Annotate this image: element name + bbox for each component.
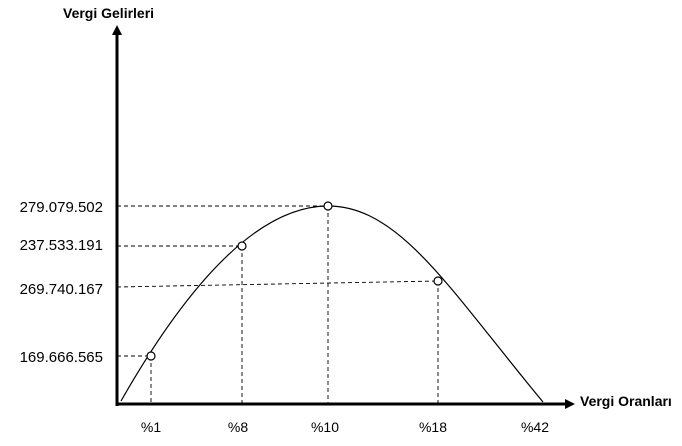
guide-lines — [116, 205, 439, 404]
data-point-1 — [146, 351, 156, 361]
x-tick-10: %10 — [311, 419, 339, 435]
data-point-18 — [433, 276, 443, 286]
y-label-8: 237.533.191 — [20, 237, 103, 254]
x-tick-8: %8 — [228, 419, 248, 435]
y-label-18: 269.740.167 — [20, 281, 103, 298]
x-tick-18: %18 — [419, 419, 447, 435]
x-axis-title: Vergi Oranları — [580, 393, 672, 409]
data-point-10 — [323, 201, 333, 211]
tax-revenue-curve — [120, 205, 544, 403]
y-label-1: 169.666.565 — [20, 349, 103, 366]
x-tick-1: %1 — [141, 419, 161, 435]
guide-h-18 — [116, 280, 439, 288]
data-point-8 — [237, 241, 247, 251]
y-axis-title: Vergi Gelirleri — [63, 5, 154, 21]
x-tick-42: %42 — [521, 419, 549, 435]
y-label-10: 279.079.502 — [20, 199, 103, 216]
